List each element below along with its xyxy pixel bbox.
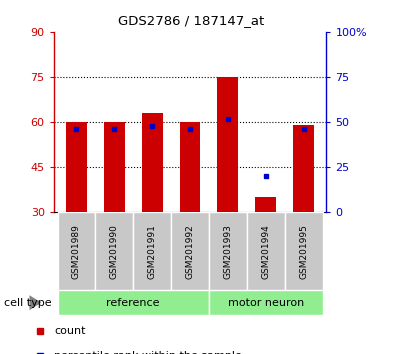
- Text: GSM201994: GSM201994: [261, 224, 270, 279]
- Bar: [96, 212, 133, 290]
- Bar: [209, 212, 247, 290]
- Text: GSM201995: GSM201995: [299, 224, 308, 279]
- Text: GSM201992: GSM201992: [185, 224, 195, 279]
- Bar: [171, 212, 209, 290]
- Bar: [142, 113, 163, 212]
- Text: GSM201991: GSM201991: [148, 224, 157, 279]
- Bar: [104, 122, 125, 212]
- Bar: [256, 198, 276, 212]
- Text: cell type: cell type: [4, 298, 52, 308]
- Bar: [66, 122, 87, 212]
- Bar: [179, 122, 201, 212]
- Text: GSM201989: GSM201989: [72, 224, 81, 279]
- Bar: [285, 212, 322, 290]
- Text: count: count: [54, 326, 86, 336]
- Bar: [293, 125, 314, 212]
- Text: GDS2786 / 187147_at: GDS2786 / 187147_at: [118, 14, 264, 27]
- Text: GSM201990: GSM201990: [110, 224, 119, 279]
- Bar: [133, 212, 171, 290]
- Bar: [58, 212, 96, 290]
- Bar: [217, 77, 238, 212]
- Text: motor neuron: motor neuron: [228, 298, 304, 308]
- Text: GSM201993: GSM201993: [223, 224, 232, 279]
- Bar: [209, 290, 322, 315]
- Text: reference: reference: [107, 298, 160, 308]
- Polygon shape: [29, 295, 41, 310]
- Text: percentile rank within the sample: percentile rank within the sample: [54, 351, 242, 354]
- Bar: [58, 290, 209, 315]
- Bar: [247, 212, 285, 290]
